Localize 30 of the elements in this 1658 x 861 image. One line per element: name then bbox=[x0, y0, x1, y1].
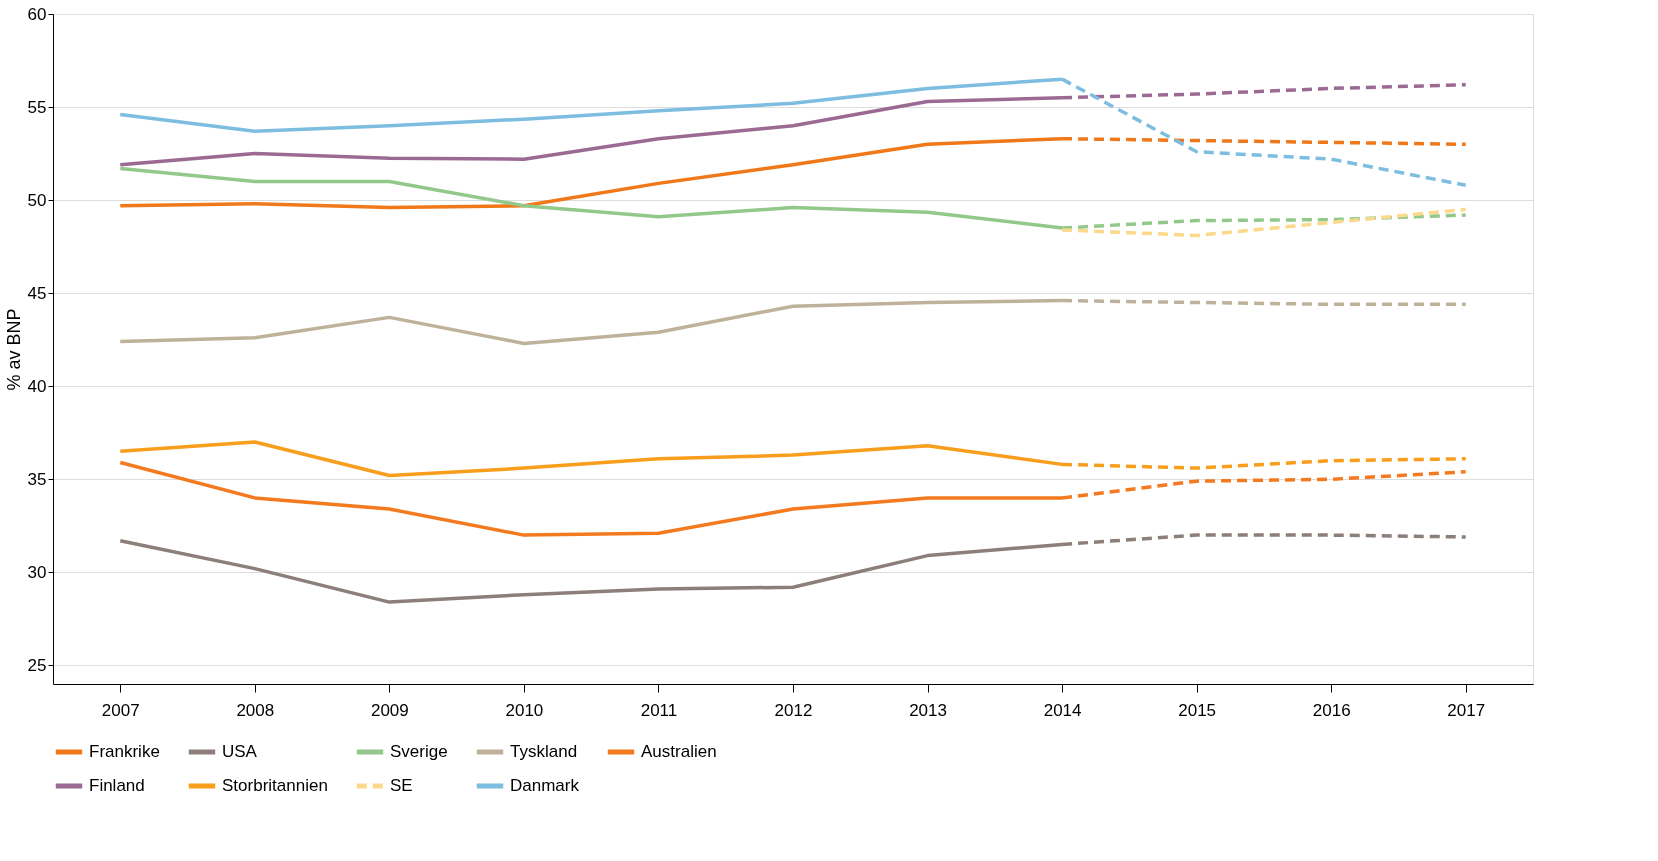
y-tick-label: 25 bbox=[27, 655, 47, 675]
legend-label: Sverige bbox=[390, 742, 448, 761]
x-tick-label: 2014 bbox=[1043, 700, 1082, 720]
x-tick-label: 2011 bbox=[640, 700, 678, 720]
legend-label: SE bbox=[390, 776, 413, 795]
y-tick-label: 40 bbox=[27, 376, 47, 396]
y-tick-label: 50 bbox=[27, 190, 47, 210]
x-tick-label: 2016 bbox=[1312, 700, 1351, 720]
x-tick-label: 2013 bbox=[909, 700, 947, 720]
legend-label: Frankrike bbox=[89, 742, 160, 761]
x-tick-label: 2015 bbox=[1178, 700, 1217, 720]
legend-label: Australien bbox=[641, 742, 717, 761]
y-tick-label: 45 bbox=[27, 283, 47, 303]
y-axis-title: % av BNP bbox=[3, 308, 24, 391]
legend-label: Finland bbox=[89, 776, 145, 795]
x-tick-label: 2007 bbox=[101, 700, 140, 720]
y-tick-label: 30 bbox=[27, 562, 47, 582]
x-tick-label: 2008 bbox=[236, 700, 275, 720]
y-tick-label: 35 bbox=[27, 469, 47, 489]
y-tick-label: 60 bbox=[27, 4, 47, 24]
legend-label: Danmark bbox=[510, 776, 580, 795]
y-tick-label: 55 bbox=[27, 97, 47, 117]
legend-label: USA bbox=[222, 742, 258, 761]
legend-label: Storbritannien bbox=[222, 776, 328, 795]
x-tick-label: 2017 bbox=[1447, 700, 1486, 720]
x-tick-label: 2012 bbox=[774, 700, 813, 720]
line-series bbox=[1060, 207, 1468, 238]
x-tick-label: 2009 bbox=[370, 700, 409, 720]
legend-label: Tyskland bbox=[510, 742, 578, 761]
x-tick-label: 2010 bbox=[505, 700, 544, 720]
